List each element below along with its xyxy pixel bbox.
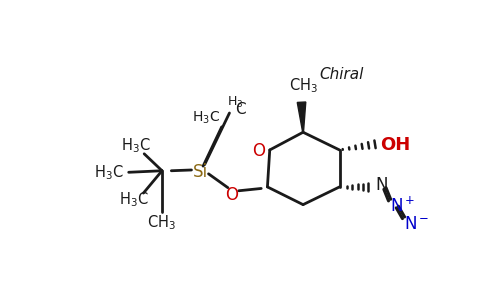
Text: C: C: [235, 102, 245, 117]
Polygon shape: [297, 102, 306, 132]
Text: O: O: [225, 186, 238, 204]
Text: N$^-$: N$^-$: [404, 215, 429, 233]
Text: N$^+$: N$^+$: [391, 196, 416, 216]
Text: H$_3$: H$_3$: [227, 95, 244, 110]
Text: Si: Si: [193, 163, 208, 181]
Text: N: N: [375, 176, 388, 194]
Text: H$_3$C: H$_3$C: [94, 163, 123, 182]
Text: O: O: [252, 142, 265, 160]
Text: Chiral: Chiral: [319, 67, 364, 82]
Text: H$_3$C: H$_3$C: [120, 190, 149, 208]
Text: H$_3$C: H$_3$C: [192, 110, 220, 126]
Text: OH: OH: [380, 136, 410, 154]
Text: CH$_3$: CH$_3$: [147, 214, 176, 232]
Text: H$_3$C: H$_3$C: [121, 136, 151, 155]
Text: CH$_3$: CH$_3$: [289, 76, 318, 94]
